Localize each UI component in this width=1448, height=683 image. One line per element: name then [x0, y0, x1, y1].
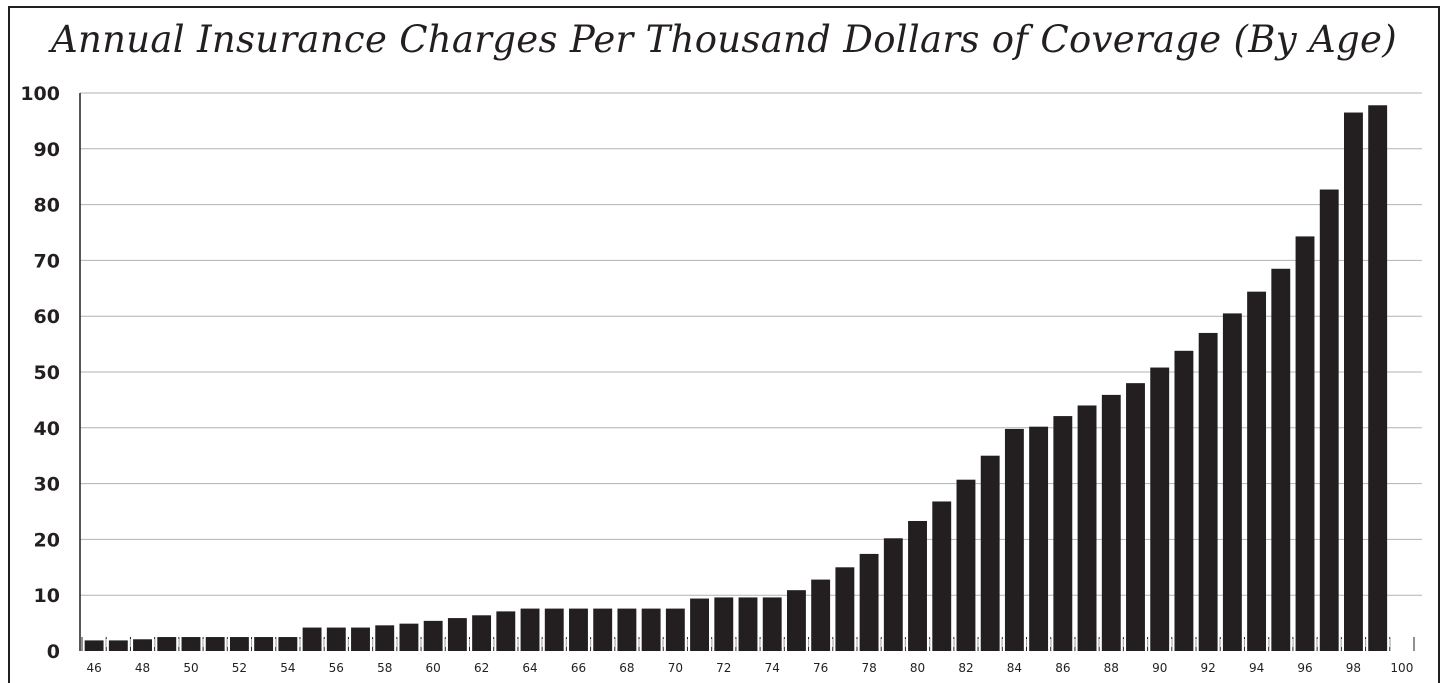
bar-age-76 [811, 579, 831, 651]
y-tick-label: 100 [20, 83, 60, 105]
bar-age-75 [786, 590, 806, 651]
bar-age-99 [1368, 105, 1388, 651]
x-tick-label: 60 [426, 661, 441, 675]
bar-age-46 [84, 640, 104, 651]
bar-age-71 [690, 598, 710, 651]
x-tick-label: 52 [232, 661, 247, 675]
bar-age-49 [157, 637, 177, 651]
x-tick-label: 82 [958, 661, 973, 675]
y-tick-label: 0 [47, 641, 60, 663]
x-tick-label: 62 [474, 661, 489, 675]
y-tick-label: 10 [34, 585, 60, 607]
bar-age-93 [1222, 313, 1242, 651]
x-tick-label: 64 [522, 661, 537, 675]
x-tick-label: 86 [1055, 661, 1070, 675]
y-tick-label: 80 [34, 195, 60, 217]
x-tick-label: 56 [329, 661, 344, 675]
bar-age-86 [1053, 416, 1073, 651]
bar-age-79 [883, 538, 903, 651]
bar-age-98 [1344, 112, 1363, 651]
bar-age-58 [375, 625, 395, 651]
bar-age-77 [835, 567, 855, 651]
x-tick-label: 98 [1346, 661, 1361, 675]
x-tick-label: 54 [280, 661, 295, 675]
bar-age-64 [520, 608, 540, 651]
bar-age-62 [472, 615, 492, 651]
bar-age-54 [278, 637, 298, 651]
x-tick-label: 74 [765, 661, 780, 675]
bar-age-60 [423, 620, 443, 651]
x-tick-label: 84 [1007, 661, 1022, 675]
bar-age-55 [302, 627, 322, 651]
bar-age-78 [859, 553, 879, 651]
x-tick-label: 70 [668, 661, 683, 675]
y-tick-label: 30 [34, 474, 60, 496]
y-tick-label: 60 [34, 306, 60, 328]
bar-age-97 [1319, 189, 1339, 651]
y-tick-label: 50 [34, 362, 60, 384]
bar-age-51 [205, 637, 225, 651]
bar-layer [84, 105, 1388, 651]
x-tick-label: 50 [183, 661, 198, 675]
bar-age-95 [1271, 268, 1291, 651]
bar-age-53 [254, 637, 274, 651]
bar-age-50 [181, 637, 201, 651]
bar-age-67 [593, 608, 613, 651]
y-tick-label: 20 [34, 529, 60, 551]
bar-age-88 [1101, 394, 1121, 651]
bar-age-72 [714, 597, 734, 651]
bar-age-91 [1174, 350, 1194, 651]
bar-age-61 [447, 618, 467, 651]
bar-age-70 [665, 608, 685, 651]
bar-age-90 [1150, 367, 1170, 651]
bar-age-74 [762, 597, 782, 651]
x-tick-label: 46 [86, 661, 101, 675]
x-tick-label: 76 [813, 661, 828, 675]
grid-layer [80, 92, 1422, 596]
bar-age-96 [1295, 236, 1315, 651]
x-tick-label: 94 [1249, 661, 1264, 675]
x-tick-label: 58 [377, 661, 392, 675]
bar-age-84 [1004, 428, 1024, 651]
bar-age-59 [399, 623, 419, 651]
bar-age-85 [1029, 426, 1049, 651]
x-tick-label: 96 [1297, 661, 1312, 675]
x-tick-label: 80 [910, 661, 925, 675]
x-tick-label: 78 [861, 661, 876, 675]
x-tick-label: 48 [135, 661, 150, 675]
bar-age-66 [569, 608, 588, 651]
x-tick-label: 68 [619, 661, 634, 675]
bar-age-47 [108, 640, 128, 651]
label-layer: 0 10 20 30 40 50 60 70 80 90 100 46 48 50 52 54 56 58 60 62… [20, 83, 1413, 675]
y-tick-label: 70 [34, 250, 60, 272]
bar-age-89 [1126, 383, 1145, 651]
bar-age-87 [1077, 405, 1097, 651]
bar-age-57 [351, 627, 370, 651]
x-tick-label: 72 [716, 661, 731, 675]
bar-age-52 [229, 637, 249, 651]
bar-age-82 [956, 479, 976, 651]
bar-age-69 [641, 608, 661, 651]
bar-age-65 [544, 608, 564, 651]
bar-age-48 [133, 639, 152, 651]
bar-age-73 [738, 597, 758, 651]
bar-age-81 [932, 501, 952, 651]
axis-layer [79, 93, 1415, 651]
x-tick-label: 66 [571, 661, 586, 675]
bar-age-92 [1198, 332, 1218, 651]
x-tick-label: 90 [1152, 661, 1167, 675]
bar-age-63 [496, 611, 516, 651]
bar-age-68 [617, 608, 637, 651]
y-tick-label: 90 [34, 139, 60, 161]
y-tick-label: 40 [34, 418, 60, 440]
bar-age-80 [908, 520, 927, 651]
bar-age-83 [980, 455, 1000, 651]
x-tick-label: 92 [1201, 661, 1216, 675]
bar-age-94 [1247, 291, 1267, 651]
bar-age-56 [326, 627, 346, 651]
x-tick-label: 100 [1390, 661, 1413, 675]
chart-title: Annual Insurance Charges Per Thousand Do… [51, 18, 1397, 61]
x-tick-label: 88 [1104, 661, 1119, 675]
